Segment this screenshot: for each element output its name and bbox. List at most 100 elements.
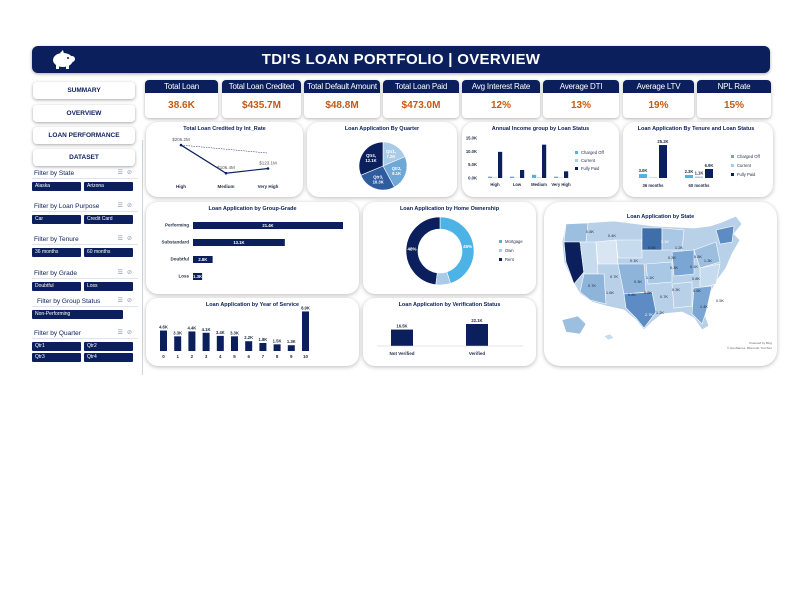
- kpi-average-dti: Average DTI 13%: [543, 80, 619, 118]
- kpi-avg-interest-rate: Avg Interest Rate 12%: [462, 80, 540, 118]
- data-label: 1.1K: [695, 171, 704, 176]
- x-tick-label: 10: [303, 354, 309, 359]
- data-label: 22.1K: [471, 318, 482, 323]
- us-state-map[interactable]: 0.8K0.8K0.4K3.1K0.6K 1.2K0.3K0.1K0.5K1.3K…: [544, 202, 777, 366]
- bar: [493, 177, 498, 178]
- legend-label: Current: [737, 163, 752, 168]
- bar: [391, 329, 413, 346]
- state-value-label: 1.2K: [675, 245, 684, 250]
- column-chart: 4.6K 0 3.3K 1 4.4K 2 4.1K 3 3.4K 4 3.3K 5 2.2K 6 1.8K 7…: [159, 305, 310, 359]
- multi-select-and-clear-filter-icons[interactable]: ☰⊘: [117, 170, 136, 176]
- slice-label: 10.3K: [373, 180, 384, 185]
- slicer-item[interactable]: 36 months: [32, 248, 81, 257]
- column-chart: 3.0K 25.2K 36 months 2.3K 1.1K6.9K 60 months C…: [639, 139, 761, 188]
- pie-chart: Qtr1,7.2K Qtr2,9.1K Qtr3,10.3K Qtr4,12.1K: [358, 141, 408, 191]
- x-tick-label: High: [176, 184, 186, 189]
- slicer-loan-purpose: Filter by Loan Purpose ☰⊘ Car Credit Car…: [32, 201, 138, 224]
- donut-chart: 45% 48% Mortgage Own Rent: [405, 216, 523, 286]
- data-point: [179, 143, 183, 147]
- slicer-item[interactable]: Qtr1: [32, 342, 81, 351]
- x-tick-label: Very High: [551, 182, 571, 187]
- bar: [488, 176, 493, 178]
- bar: [685, 174, 693, 178]
- multi-select-and-clear-filter-icons[interactable]: ☰⊘: [117, 330, 136, 336]
- slicer-item[interactable]: Qtr4: [84, 353, 133, 362]
- data-label: $106.4M: [217, 165, 235, 170]
- slicer-label: Filter by Quarter: [34, 330, 81, 337]
- x-tick-label: 4: [219, 354, 222, 359]
- slicer-label: Filter by Group Status: [37, 298, 101, 305]
- slicer-item[interactable]: Qtr3: [32, 353, 81, 362]
- legend-label: Mortgage: [505, 239, 523, 244]
- y-tick-label: Doubtful: [171, 257, 190, 262]
- kpi-average-ltv: Average LTV 19%: [623, 80, 694, 118]
- slicer-item[interactable]: Car: [32, 215, 81, 224]
- data-label: 2.3K: [685, 169, 694, 174]
- kpi-label: NPL Rate: [697, 80, 771, 93]
- kpi-label: Average DTI: [543, 80, 619, 93]
- state-value-label: 0.7K: [610, 274, 619, 279]
- state-shape: [693, 241, 721, 269]
- kpi-value: 12%: [490, 100, 511, 111]
- legend-label: Fully Paid: [581, 166, 600, 171]
- slicer-item[interactable]: Loss: [84, 282, 133, 291]
- column-chart: 0.0K 5.0K 10.0K 15.0K High Low Medium Very High…: [466, 136, 605, 188]
- legend-swatch: [499, 249, 502, 252]
- y-tick-label: 15.0K: [466, 136, 477, 141]
- y-tick-label: 0.0K: [468, 176, 477, 181]
- legend-label: Charged Off: [581, 150, 605, 155]
- kpi-label: Total Default Amount: [304, 80, 380, 93]
- data-label: 3.0K: [639, 168, 648, 173]
- y-tick-label: 10.0K: [466, 149, 477, 154]
- kpi-value: $473.0M: [401, 100, 441, 111]
- kpi-value: $435.7M: [242, 100, 281, 111]
- x-tick-label: Medium: [217, 184, 234, 189]
- chart-title: Loan Application By Quarter: [344, 126, 420, 132]
- bar: [193, 256, 213, 263]
- slicer-item[interactable]: Arizona: [84, 182, 133, 191]
- state-shape: [603, 333, 615, 341]
- x-tick-label: Low: [513, 182, 522, 187]
- multi-select-and-clear-filter-icons[interactable]: ☰⊘: [117, 270, 136, 276]
- slicer-item[interactable]: Alaska: [32, 182, 81, 191]
- nav-loan-performance-button[interactable]: LOAN PERFORMANCE: [33, 127, 135, 144]
- slicer-label: Filter by Tenure: [34, 236, 79, 243]
- x-tick-label: 6: [247, 354, 250, 359]
- data-label: 16.5K: [396, 324, 407, 329]
- kpi-label: Total Loan Application: [145, 80, 218, 104]
- multi-select-and-clear-filter-icons[interactable]: ☰⊘: [117, 203, 136, 209]
- bar: [160, 330, 167, 351]
- data-label: 3.4K: [216, 330, 225, 335]
- state-shape: [595, 239, 619, 265]
- state-value-label: 0.5K: [694, 254, 703, 259]
- nav-summary-button[interactable]: SUMMARY: [33, 82, 135, 99]
- slicer-state: Filter by State ☰⊘ Alaska Arizona: [32, 168, 138, 191]
- slicer-item[interactable]: Credit Card: [84, 215, 133, 224]
- bar: [193, 273, 203, 280]
- kpi-label: Total Loan Paid: [383, 80, 459, 93]
- bar: [193, 222, 343, 229]
- multi-select-and-clear-filter-icons[interactable]: ☰⊘: [117, 236, 136, 242]
- multi-select-and-clear-filter-icons[interactable]: ☰⊘: [117, 298, 136, 304]
- nav-dataset-button[interactable]: DATASET: [33, 149, 135, 166]
- quarter-slice: [382, 156, 408, 188]
- data-label: 3.3K: [173, 330, 182, 335]
- legend-swatch: [731, 173, 734, 176]
- slicer-group-status: Filter by Group Status ☰⊘ Non-Performing: [32, 296, 138, 319]
- state-shape: [563, 241, 585, 285]
- slicer-item[interactable]: Non-Performing: [32, 310, 123, 319]
- nav-overview-button[interactable]: OVERVIEW: [33, 105, 135, 122]
- state-value-label: 0.4K: [608, 233, 617, 238]
- slicer-item[interactable]: 60 months: [84, 248, 133, 257]
- slicer-tenure: Filter by Tenure ☰⊘ 36 months 60 months: [32, 234, 138, 257]
- slicer-item[interactable]: Doubtful: [32, 282, 81, 291]
- slicer-item[interactable]: Qtr2: [84, 342, 133, 351]
- state-shape: [617, 263, 647, 295]
- state-value-label: 0.7K: [588, 283, 597, 288]
- bar: [302, 311, 309, 351]
- y-tick-label: Performing: [165, 223, 189, 228]
- map-credit: Powered by Bing: [749, 341, 772, 345]
- state-shape: [691, 285, 713, 325]
- bar: [532, 174, 537, 178]
- x-tick-label: 0: [162, 354, 165, 359]
